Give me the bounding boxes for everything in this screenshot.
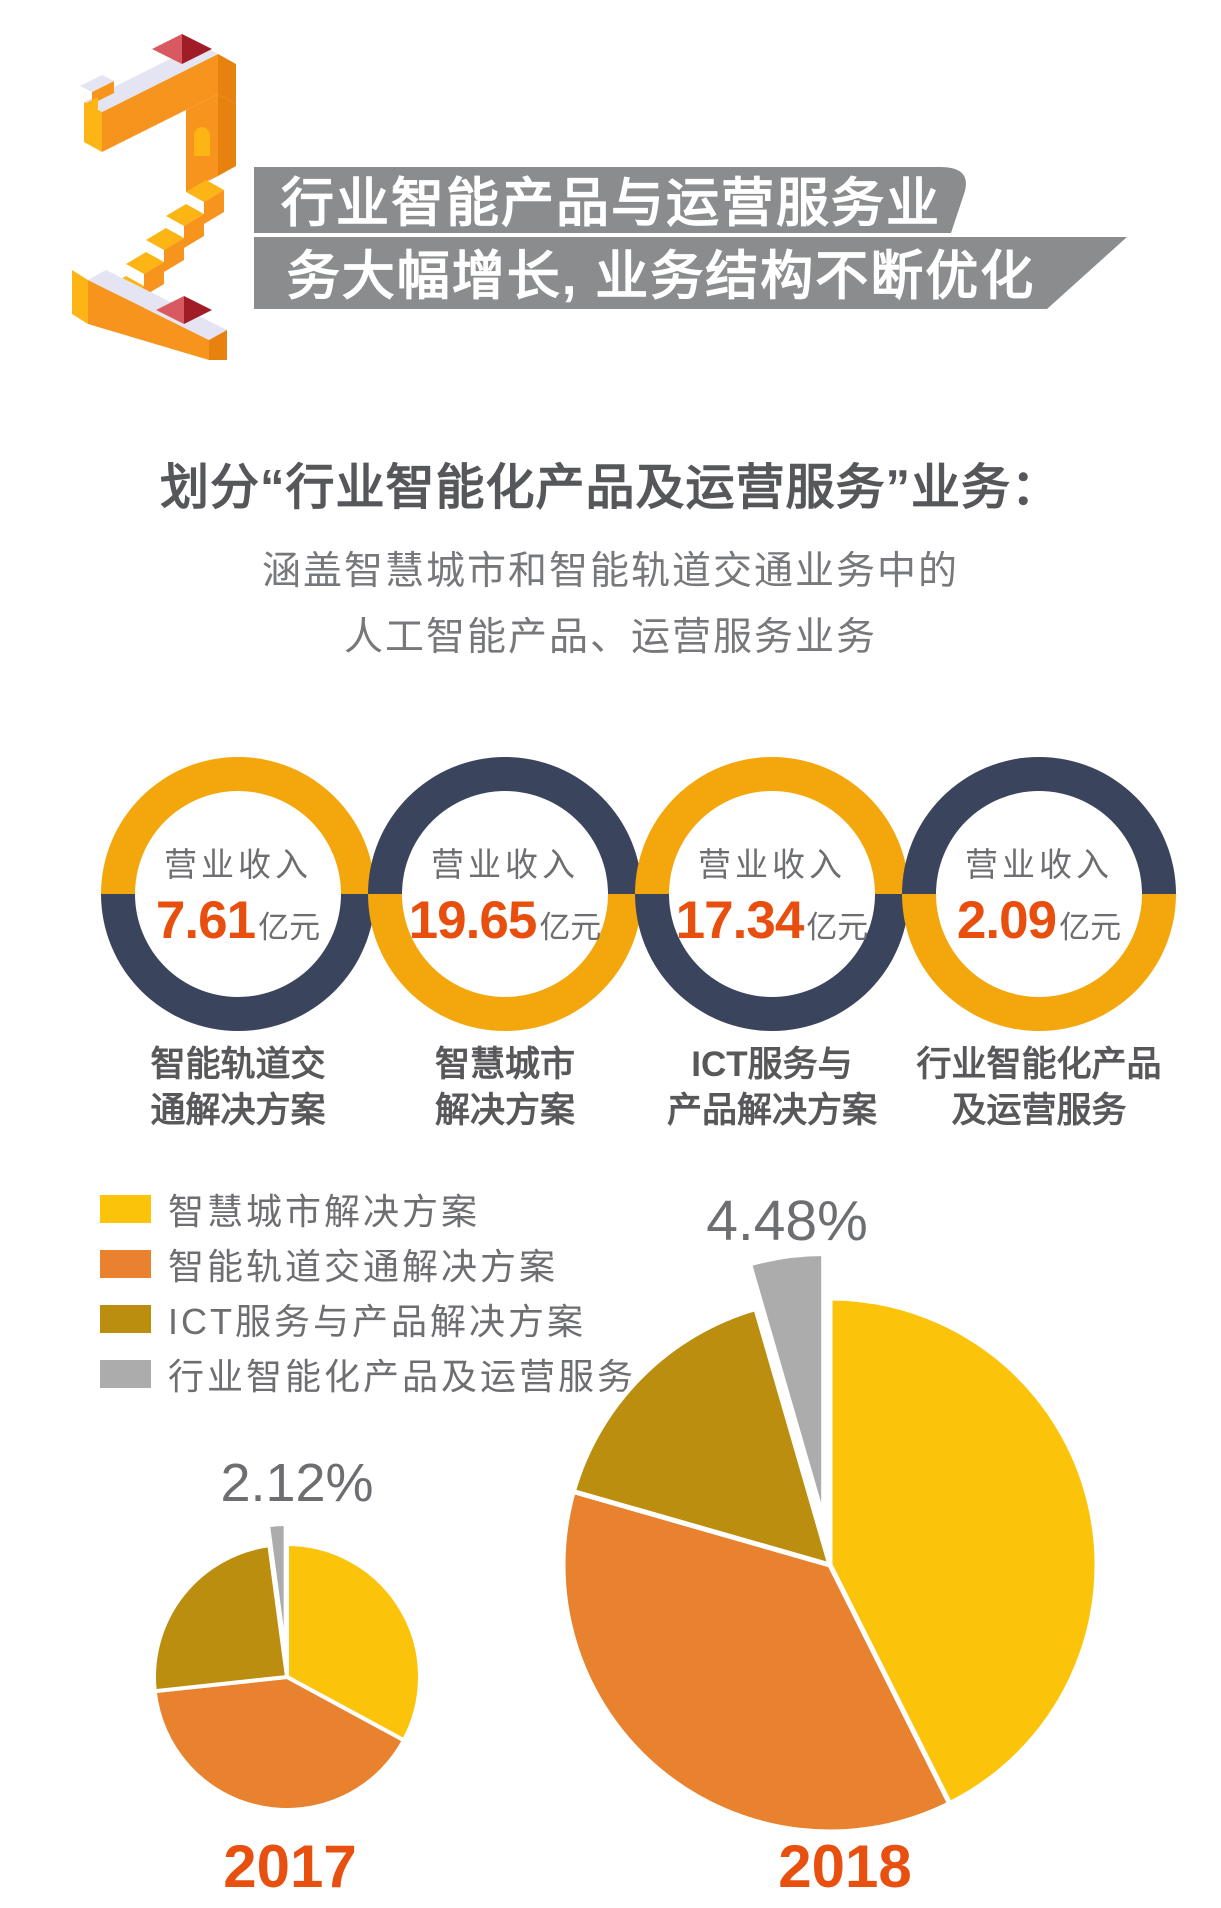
legend-label: 行业智能化产品及运营服务 xyxy=(168,1355,637,1397)
banner-bar-bottom xyxy=(254,237,1127,309)
legend-item-rail-transit: 智能轨道交通解决方案 xyxy=(100,1243,636,1287)
ring-inner: 营业收入 2.09 亿元 xyxy=(936,791,1142,997)
ring-value: 17.34 xyxy=(675,890,805,950)
legend-item-ict: ICT服务与产品解决方案 xyxy=(100,1298,636,1342)
ring-value: 7.61 xyxy=(155,890,256,950)
ring-unit: 亿元 xyxy=(539,909,602,945)
section-subtitle-line2: 人工智能产品、运营服务业务 xyxy=(343,616,877,659)
pie-slice xyxy=(570,1306,833,1568)
ring-prefix: 营业收入 xyxy=(698,845,846,883)
ring-caption-line: 智慧城市 xyxy=(434,1045,575,1084)
ring-caption-smart-city: 智慧城市 解决方案 xyxy=(345,1042,665,1134)
ring-unit: 亿元 xyxy=(806,909,869,945)
numeral-bottom-beam-front xyxy=(88,280,209,360)
legend-swatch-gray xyxy=(100,1359,151,1388)
pie-slice xyxy=(747,1250,827,1523)
ring-value: 2.09 xyxy=(956,890,1057,950)
ring-value: 19.65 xyxy=(408,890,538,950)
pie-2018-exploded-slice-label: 4.48% xyxy=(706,1189,868,1253)
pie-slice xyxy=(827,1295,1100,1807)
ring-unit: 亿元 xyxy=(258,909,321,945)
numeral-bottom-beam-top xyxy=(88,270,227,340)
legend-label: 智能轨道交通解决方案 xyxy=(168,1245,559,1287)
numeral-arch-niche xyxy=(194,127,210,156)
banner-bar-top xyxy=(254,167,966,233)
numeral-2-graphic xyxy=(72,34,236,360)
pie-slice xyxy=(266,1522,288,1660)
numeral-pyramid-dark xyxy=(184,296,212,324)
ring-caption-industry-ai: 行业智能化产品 及运营服务 xyxy=(879,1042,1199,1134)
ring-caption-line: 通解决方案 xyxy=(150,1091,326,1131)
ring-inner: 营业收入 17.34 亿元 xyxy=(669,791,875,997)
banner-ribbon xyxy=(254,167,1127,309)
ring-caption-ict: ICT服务与 产品解决方案 xyxy=(612,1042,932,1134)
revenue-ring-smart-city: 营业收入 19.65 亿元 xyxy=(368,757,642,1031)
revenue-ring-industry-ai: 营业收入 2.09 亿元 xyxy=(902,757,1176,1031)
ring-prefix: 营业收入 xyxy=(965,845,1113,883)
ring-prefix: 营业收入 xyxy=(164,845,312,883)
numeral-block xyxy=(80,75,114,92)
revenue-ring-rail-transit: 营业收入 7.61 亿元 xyxy=(101,757,375,1031)
numeral-bottom-beam-cap xyxy=(209,330,227,360)
pie-2017-year-label: 2017 xyxy=(223,1833,357,1900)
legend-label: 智慧城市解决方案 xyxy=(168,1190,481,1232)
ring-inner: 营业收入 7.61 亿元 xyxy=(135,791,341,997)
ring-caption-line: 行业智能化产品 xyxy=(916,1045,1162,1084)
ring-caption-line: 智能轨道交 xyxy=(150,1045,326,1084)
ring-caption-line: ICT服务与 xyxy=(691,1045,853,1084)
numeral-pyramid-light xyxy=(156,296,184,324)
legend-swatch-yellow xyxy=(100,1194,151,1223)
numeral-top-beam-front xyxy=(102,54,218,152)
pie-chart-2017 xyxy=(152,1522,422,1812)
pie-2018-year-label: 2018 xyxy=(778,1833,912,1900)
numeral-wall-side xyxy=(218,94,236,176)
ring-caption-line: 解决方案 xyxy=(434,1091,575,1131)
numeral-top-beam-cap xyxy=(218,54,236,104)
pie-slice xyxy=(285,1542,422,1743)
ring-unit: 亿元 xyxy=(1059,909,1122,945)
legend-label: ICT服务与产品解决方案 xyxy=(168,1300,586,1342)
pie-legend: 智慧城市解决方案 智能轨道交通解决方案 ICT服务与产品解决方案 行业智能化产品… xyxy=(100,1188,636,1408)
ring-caption-line: 及运营服务 xyxy=(951,1091,1127,1131)
legend-item-industry-ai: 行业智能化产品及运营服务 xyxy=(100,1353,636,1397)
ring-caption-rail-transit: 智能轨道交 通解决方案 xyxy=(78,1042,398,1134)
numeral-pyramid-light xyxy=(152,34,182,64)
section-title: 划分“行业智能化产品及运营服务”业务： xyxy=(159,461,1061,515)
pie-2017-exploded-slice-label: 2.12% xyxy=(220,1453,374,1513)
legend-swatch-gold xyxy=(100,1304,151,1333)
ring-caption-line: 产品解决方案 xyxy=(666,1091,877,1131)
legend-item-smart-city: 智慧城市解决方案 xyxy=(100,1188,636,1232)
banner-title-line2: 务大幅增长, 业务结构不断优化 xyxy=(286,247,1036,306)
banner-title-line1: 行业智能产品与运营服务业 xyxy=(281,174,941,233)
pie-slice xyxy=(152,1543,289,1694)
pie-slice xyxy=(560,1488,953,1835)
numeral-bottom-beam-left xyxy=(72,270,88,324)
section-subtitle-line1: 涵盖智慧城市和智能轨道交通业务中的 xyxy=(261,550,959,593)
numeral-block xyxy=(84,97,98,116)
pie-chart-2018 xyxy=(560,1250,1100,1835)
pie-slice xyxy=(152,1675,406,1812)
ring-prefix: 营业收入 xyxy=(431,845,579,883)
numeral-pyramid-dark xyxy=(182,34,212,64)
numeral-block xyxy=(84,102,102,152)
revenue-ring-ict: 营业收入 17.34 亿元 xyxy=(635,757,909,1031)
legend-swatch-orange xyxy=(100,1249,151,1278)
ring-inner: 营业收入 19.65 亿元 xyxy=(402,791,608,997)
